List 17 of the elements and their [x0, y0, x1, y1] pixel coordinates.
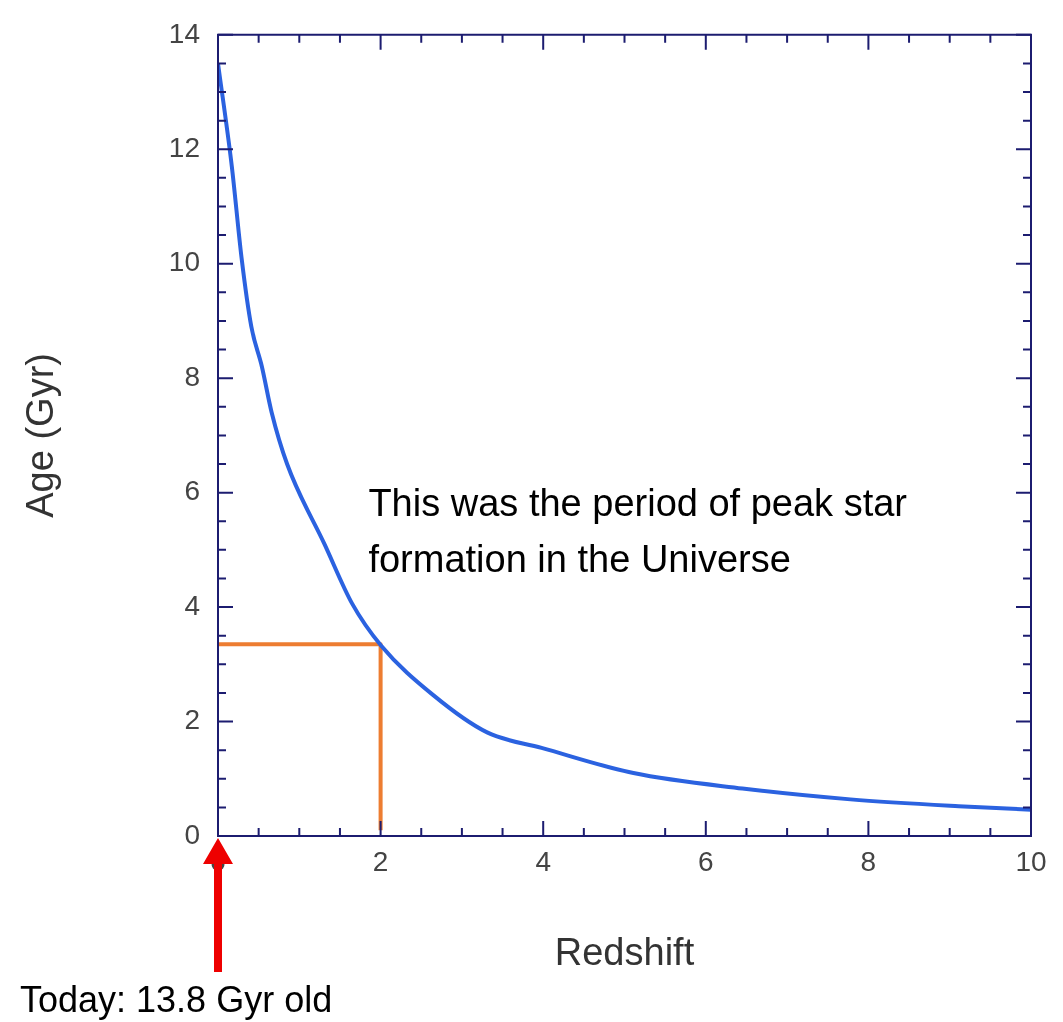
x-tick-label: 6	[698, 845, 714, 877]
y-tick-label: 8	[184, 360, 200, 392]
x-tick-label: 2	[372, 845, 389, 877]
y-tick-label: 2	[184, 704, 200, 736]
y-tick-label: 4	[184, 589, 200, 621]
x-tick-label: 8	[860, 845, 877, 877]
x-tick-label: 10	[1015, 845, 1047, 877]
y-tick-label: 12	[168, 131, 200, 163]
annotation: This was the period of peak star formation in the Universe	[368, 481, 908, 580]
y-axis-title: Age (Gyr)	[19, 353, 62, 518]
y-tick-label: 6	[184, 475, 200, 507]
x-axis-title: Redshift	[554, 930, 695, 973]
text: Today: 13.8 Gyr old	[20, 979, 333, 1020]
x-tick-label: 4	[535, 845, 551, 877]
y-tick-label: 14	[168, 17, 200, 49]
y-tick-label: 10	[168, 246, 200, 278]
y-tick-label: 0	[184, 818, 200, 850]
